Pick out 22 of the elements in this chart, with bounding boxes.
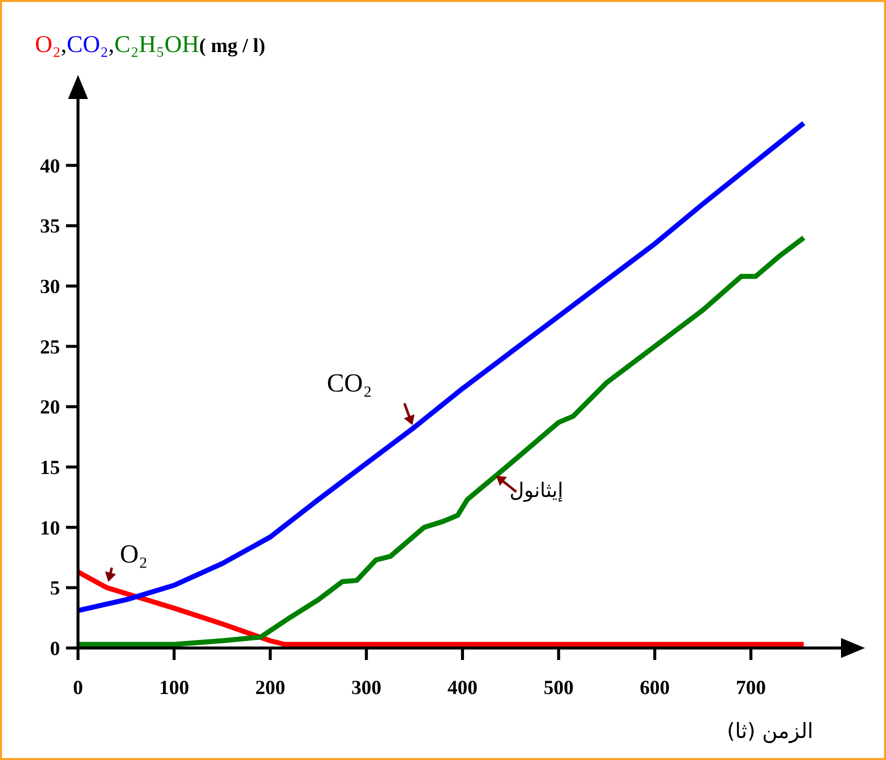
y-tick-label: 20 (40, 396, 60, 419)
y-tick-label: 40 (40, 155, 60, 178)
annotation: O₂ (120, 540, 148, 569)
y-tick-label: 15 (40, 457, 60, 480)
x-tick-label: 0 (73, 677, 83, 699)
x-tick-label: 700 (736, 677, 766, 699)
x-tick-label: 300 (351, 677, 382, 699)
annotation: إيثانول (509, 478, 564, 502)
annotation: CO₂ (326, 368, 372, 398)
x-axis-title: الزمن (ثا) (726, 719, 814, 744)
y-tick-label: 35 (40, 216, 60, 238)
x-tick-label: 400 (448, 677, 478, 699)
y-axis-title: O₂,CO₂,C₂H₅OH( mg / l) (35, 32, 266, 58)
x-tick-label: 500 (544, 677, 574, 699)
y-tick-label: 30 (40, 276, 60, 298)
x-tick-label: 200 (255, 677, 286, 699)
y-tick-label: 5 (50, 578, 60, 600)
x-tick-label: 600 (640, 677, 670, 699)
x-tick-label: 100 (159, 677, 190, 699)
y-tick-label: 0 (50, 638, 60, 660)
y-tick-label: 10 (40, 517, 60, 540)
y-tick-label: 25 (40, 336, 60, 358)
